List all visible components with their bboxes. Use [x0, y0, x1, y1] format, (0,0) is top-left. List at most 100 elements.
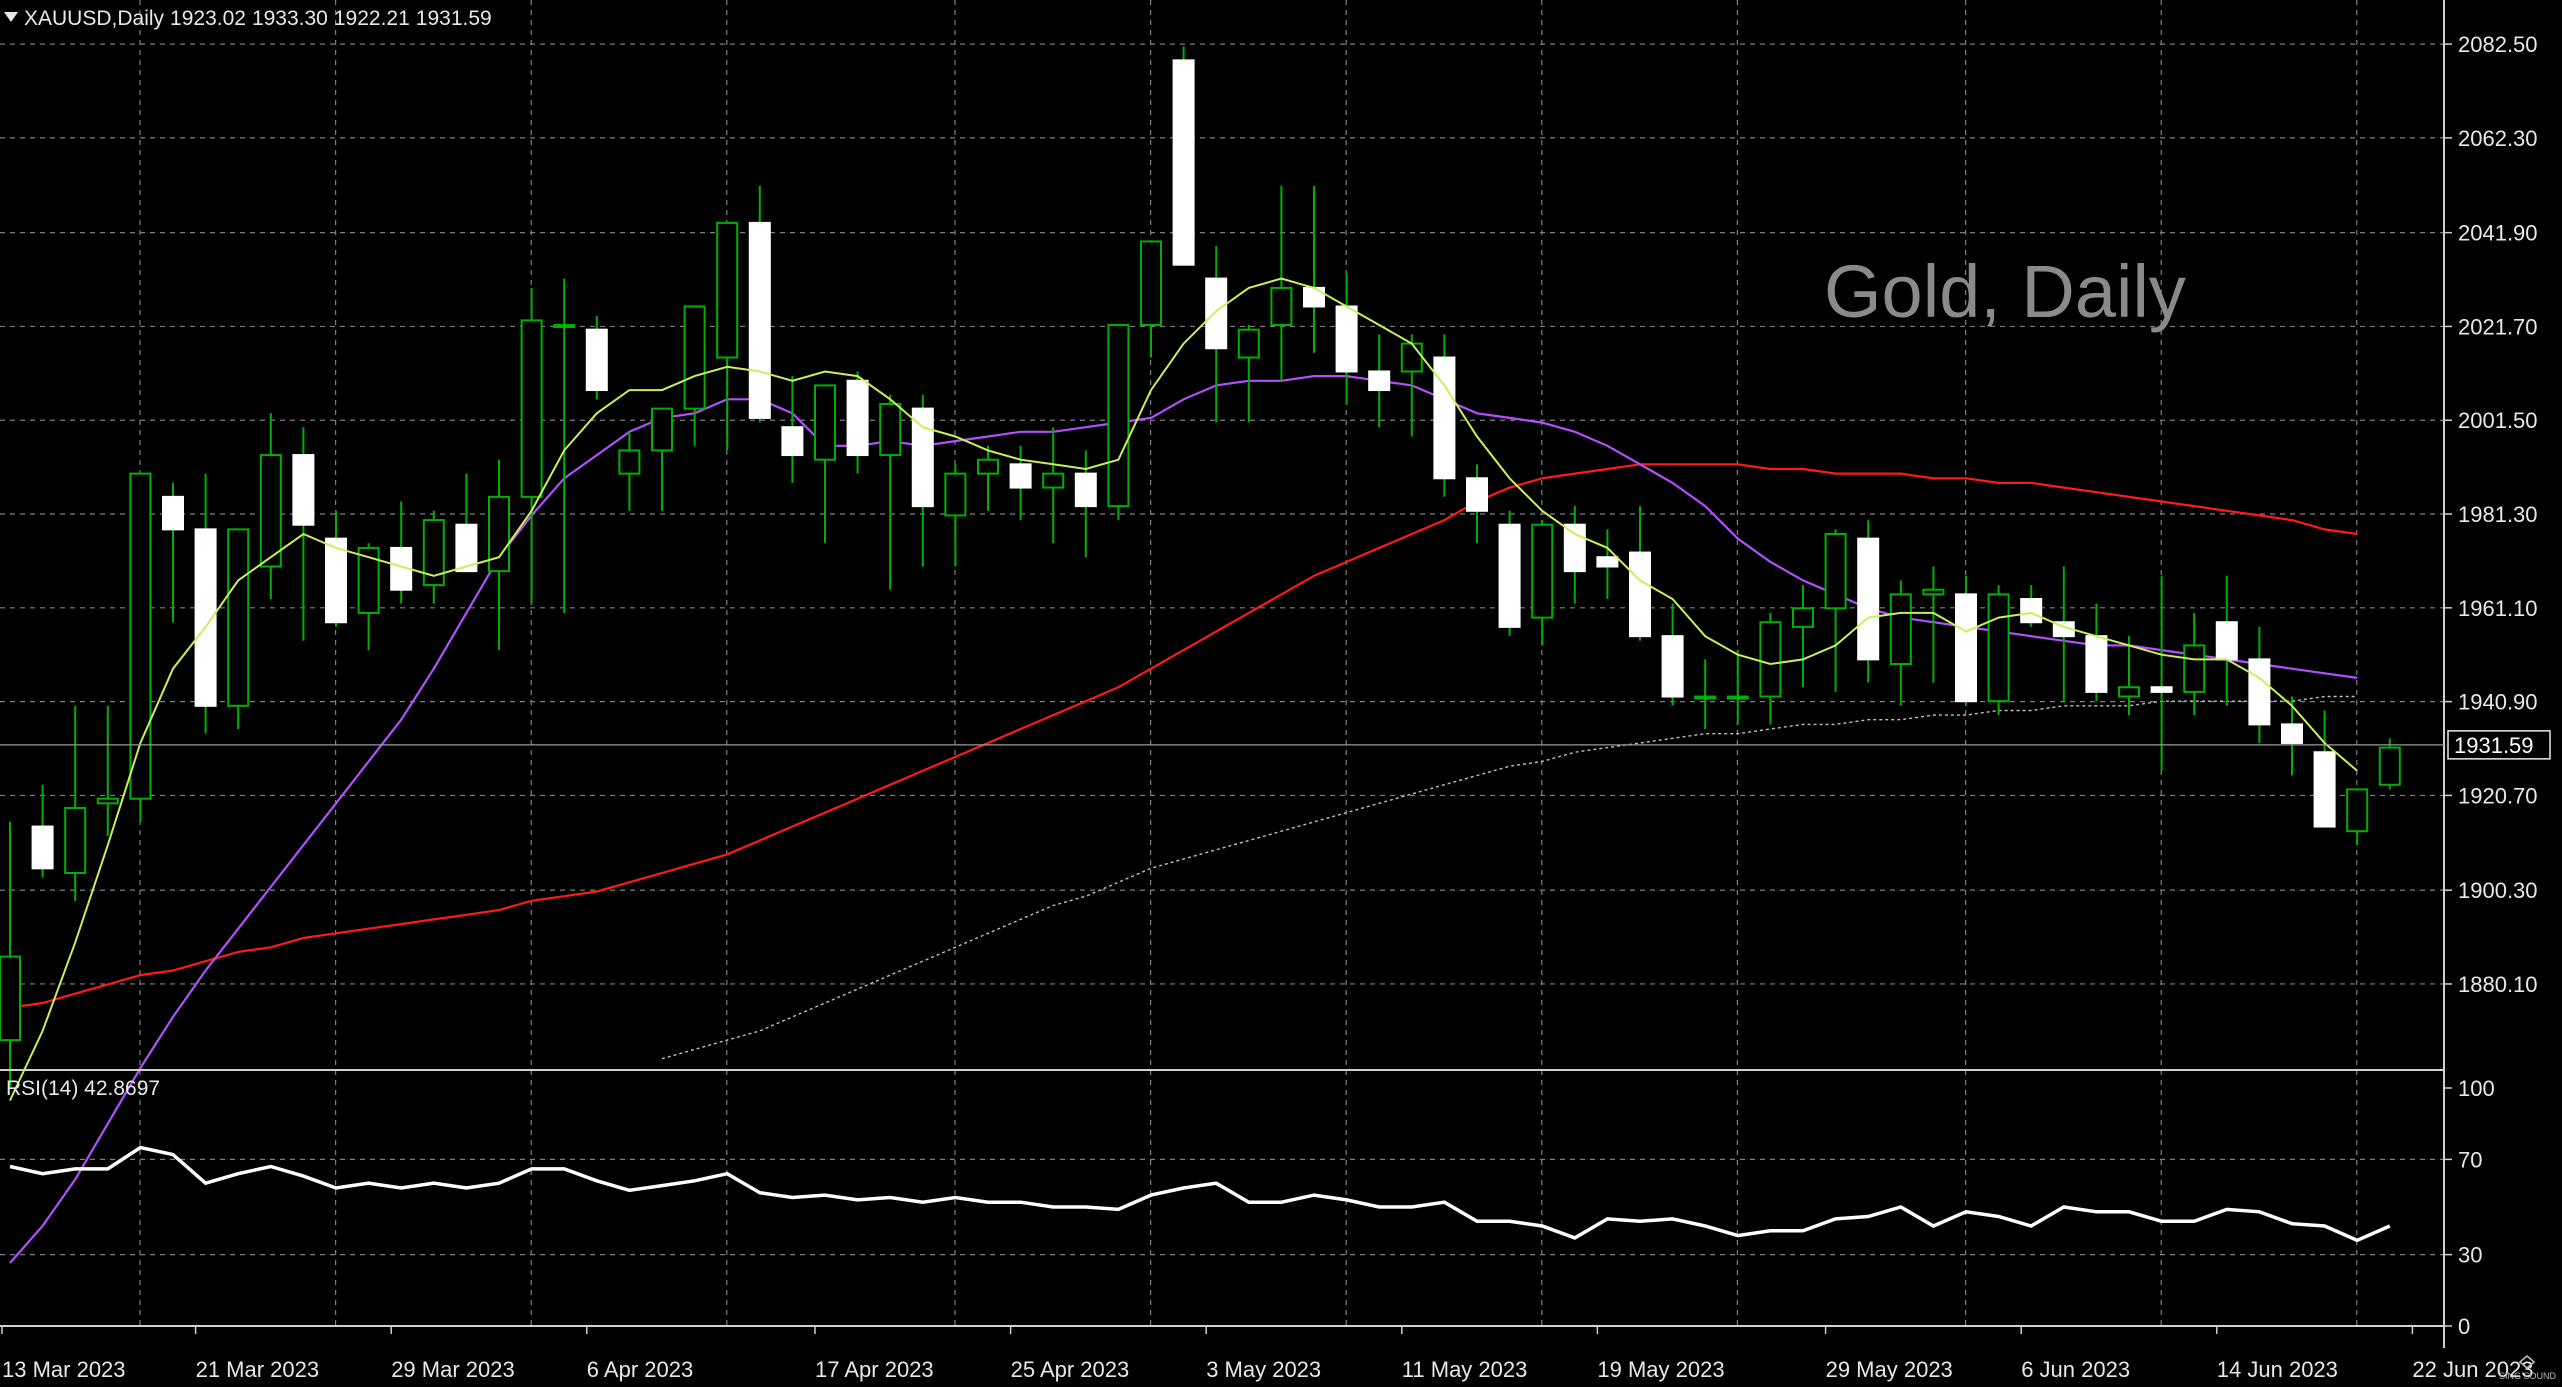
candle-body [1629, 551, 1651, 638]
candle-body [1661, 635, 1684, 698]
candle-body [1270, 286, 1293, 327]
chart-header: XAUUSD,Daily 1923.02 1933.30 1922.21 1931.59 [4, 6, 498, 32]
low-value: 1922.21 [333, 7, 410, 30]
date-tick-label: 29 May 2023 [1826, 1357, 1953, 1382]
candle-body [748, 221, 771, 419]
candle-body [0, 955, 21, 1042]
date-tick-label: 25 Apr 2023 [1011, 1357, 1130, 1382]
rsi-tick-label: 30 [2458, 1243, 2482, 1268]
candle-body [1857, 537, 1880, 661]
diamond-logo-icon [2519, 1354, 2536, 1370]
candle-body [944, 472, 967, 517]
candle-body [553, 324, 576, 329]
candle-body [716, 221, 739, 359]
current-price-label: 1931.59 [2454, 733, 2534, 758]
current-price-box [2447, 730, 2551, 760]
price-tick-label: 1961.10 [2458, 596, 2538, 621]
candle-body [781, 426, 804, 457]
ma-long-path [661, 695, 2358, 1060]
candle-body [259, 454, 282, 568]
candle-body [1824, 533, 1847, 610]
candle-body [1400, 342, 1423, 373]
candle-body [2346, 788, 2369, 833]
candle-body [1368, 370, 1391, 392]
rsi-tick-label: 70 [2458, 1147, 2482, 1172]
candle-body [1205, 277, 1228, 350]
candle-body [1303, 286, 1325, 308]
price-tick-label: 2021.70 [2458, 314, 2538, 339]
price-tick-label: 2001.50 [2458, 408, 2538, 433]
candle-body [1922, 588, 1945, 596]
candle-body [520, 319, 543, 498]
price-tick-label: 1940.90 [2458, 690, 2538, 715]
candle-body [1335, 305, 1358, 373]
candle-body [31, 825, 54, 870]
candle-body [846, 379, 869, 457]
open-value: 1923.02 [170, 7, 246, 30]
ma-mid-path [9, 375, 2358, 1264]
candle-body [1694, 695, 1717, 700]
candle-body [1140, 240, 1162, 327]
date-tick-label: 14 Jun 2023 [2217, 1357, 2338, 1382]
price-tick-label: 1880.10 [2458, 972, 2538, 997]
candle-body [2183, 644, 2206, 693]
candle-body [227, 528, 250, 707]
price-tick-label: 2082.50 [2458, 32, 2538, 57]
ma-fast-line [9, 277, 2358, 1101]
price-tick-label: 1900.30 [2458, 878, 2538, 903]
candle-body [2118, 686, 2140, 698]
candle-body [292, 454, 315, 526]
candle-body [1074, 472, 1097, 508]
candle-body [977, 458, 999, 475]
candle-body [879, 402, 902, 457]
date-tick-label: 6 Jun 2023 [2021, 1357, 2130, 1382]
candle-body [2150, 686, 2173, 693]
ma-slow-line [9, 463, 2358, 1009]
watermark-title: Gold, Daily [1824, 250, 2186, 333]
symbol-label: XAUUSD,Daily [24, 7, 165, 30]
candle-body [1792, 607, 1814, 628]
close-value: 1931.59 [415, 7, 492, 30]
price-tick-label: 2062.30 [2458, 126, 2538, 151]
grid [0, 0, 2444, 1326]
ma-fast-path [9, 277, 2358, 1101]
ma-mid-line [9, 375, 2358, 1264]
candle-body [455, 523, 478, 573]
rsi-tick-label: 0 [2458, 1314, 2470, 1339]
candle-body [2313, 751, 2336, 828]
date-tick-label: 6 Apr 2023 [587, 1357, 693, 1382]
price-tick-label: 1920.70 [2458, 783, 2538, 808]
date-tick-label: 3 May 2023 [1206, 1357, 1321, 1382]
candle-body [1596, 556, 1619, 568]
candle-body [1433, 356, 1456, 480]
candle-body [129, 472, 152, 800]
candle-body [194, 528, 217, 707]
candle-body [911, 407, 934, 508]
candle-body [1987, 593, 2010, 703]
candle-body [618, 449, 641, 475]
collapse-triangle-icon[interactable] [4, 12, 18, 23]
candle-body [422, 519, 445, 587]
logo-text: SING SOUND [2498, 1371, 2556, 1381]
price-tick-label: 1981.30 [2458, 502, 2538, 527]
candle-body [2020, 598, 2043, 624]
candle-body [2281, 723, 2303, 744]
candle-body [1955, 593, 1977, 703]
price-tick-label: 2041.90 [2458, 221, 2538, 246]
candle-body [1498, 523, 1521, 628]
candle-body [683, 305, 706, 410]
brand-logo: SING SOUND [2498, 1354, 2556, 1381]
rsi-tick-label: 100 [2458, 1076, 2495, 1101]
candles [0, 46, 2401, 1087]
candle-body [488, 495, 510, 573]
candle-body [357, 546, 380, 614]
candle-body [162, 495, 184, 531]
candle-body [1563, 523, 1586, 573]
date-tick-label: 17 Apr 2023 [815, 1357, 934, 1382]
candle-body [651, 407, 673, 452]
ma-slow-path [9, 463, 2358, 1009]
rsi-path [9, 1145, 2391, 1243]
ma-long-line [661, 695, 2358, 1060]
